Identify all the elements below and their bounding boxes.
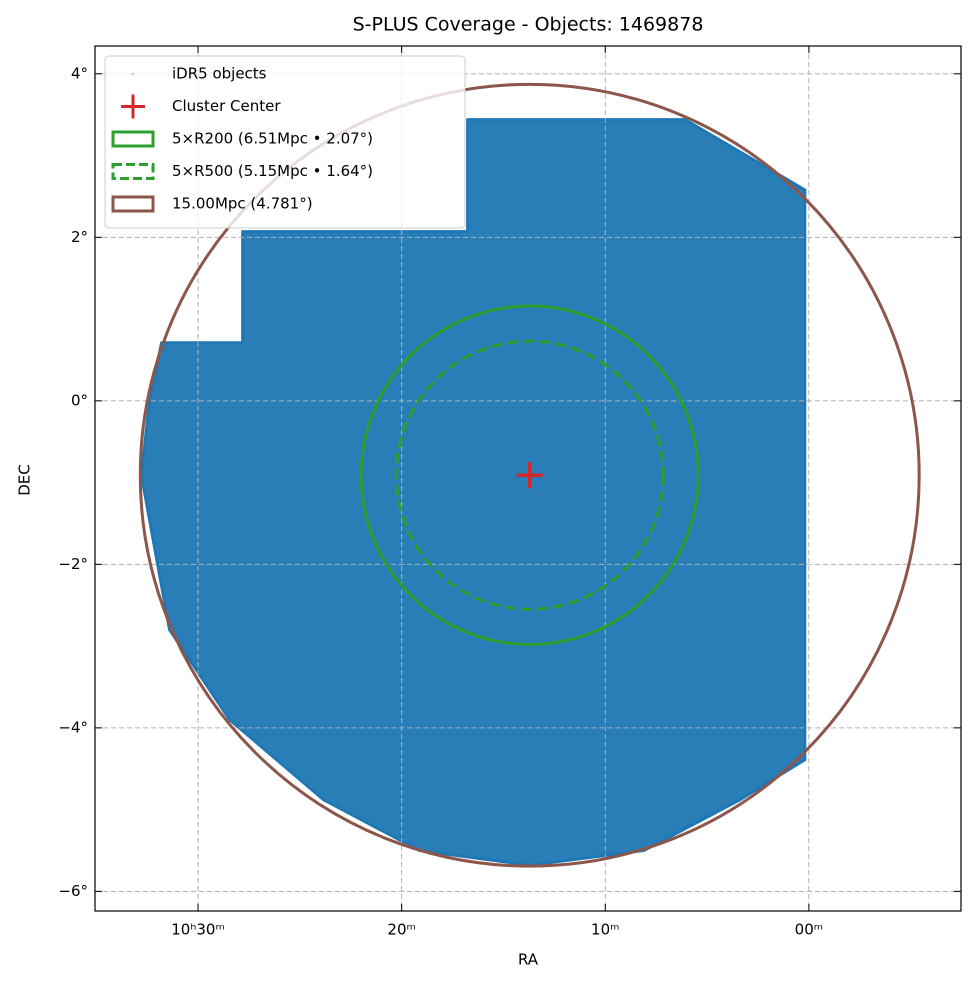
legend-marker — [121, 94, 145, 119]
legend-marker — [111, 130, 155, 148]
x-tick-label: 10ᵐ — [591, 921, 619, 939]
legend-label: 15.00Mpc (4.781°) — [172, 195, 313, 213]
chart-title: S-PLUS Coverage - Objects: 1469878 — [353, 14, 704, 36]
plot-frame — [94, 45, 962, 912]
y-axis-label: DEC — [16, 464, 34, 496]
y-tick-label: 2° — [71, 228, 88, 246]
legend-marker — [111, 195, 155, 213]
radius-circle — [359, 304, 700, 646]
x-tick-label: 00ᵐ — [795, 921, 823, 939]
legend-label: 5×R200 (6.51Mpc • 2.07°) — [172, 130, 373, 148]
x-axis-label: RA — [518, 951, 539, 969]
x-tick-label: 20ᵐ — [387, 921, 415, 939]
radius-circle — [394, 339, 665, 611]
legend-marker — [111, 163, 155, 180]
y-tick-label: 0° — [71, 391, 88, 409]
y-tick-label: −6° — [58, 882, 88, 900]
legend-label: Cluster Center — [172, 97, 281, 115]
legend-label: iDR5 objects — [172, 65, 267, 83]
legend-marker — [131, 72, 135, 76]
plot-area — [95, 46, 961, 911]
x-tick-label: 10ʰ30ᵐ — [171, 921, 225, 939]
legend-label: 5×R500 (5.15Mpc • 1.64°) — [172, 162, 373, 180]
legend-box — [104, 55, 466, 229]
y-tick-label: 4° — [71, 64, 88, 82]
y-tick-label: −4° — [58, 718, 88, 736]
radius-circle — [138, 82, 921, 868]
footprint-points — [139, 118, 807, 867]
y-tick-label: −2° — [58, 555, 88, 573]
cluster-center — [516, 462, 543, 489]
